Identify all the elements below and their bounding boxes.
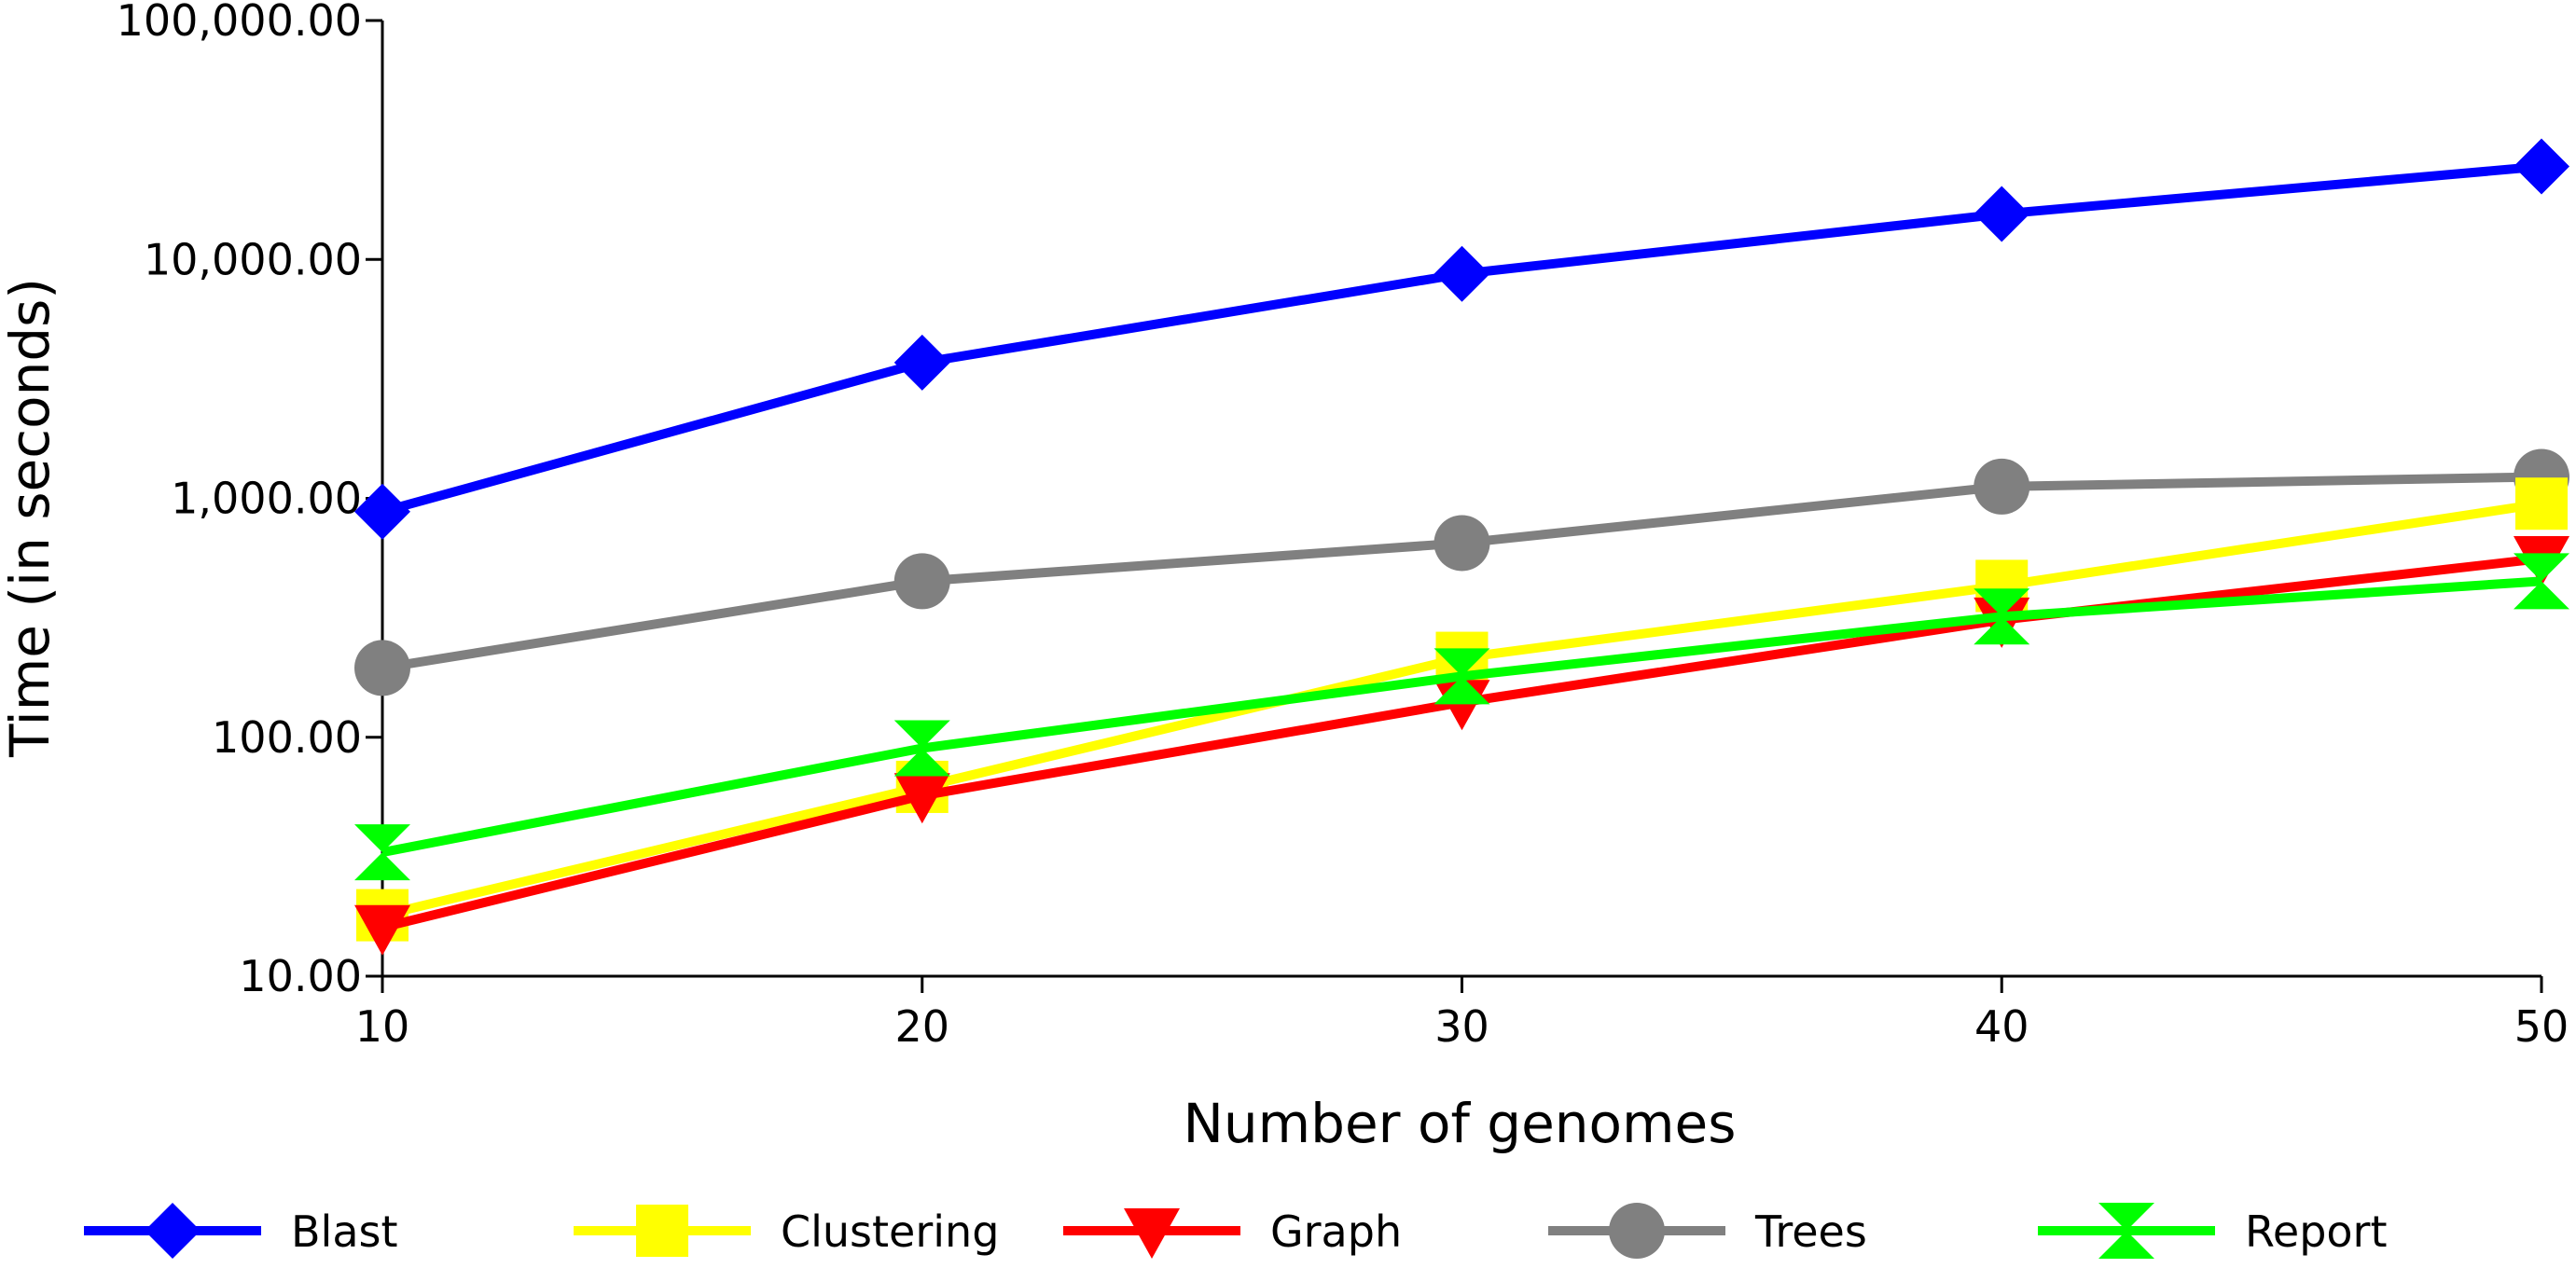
- legend-marker-clustering: [636, 1205, 688, 1257]
- x-tick-label: 20: [894, 1001, 949, 1052]
- legend-item-blast: Blast: [84, 1203, 398, 1259]
- legend-item-trees: Trees: [1548, 1203, 1867, 1259]
- data-point-trees: [893, 553, 950, 610]
- series-line-report: [381, 576, 2542, 858]
- y-axis-title: Time (in seconds): [0, 278, 62, 758]
- legend-item-report: Report: [2038, 1203, 2388, 1259]
- data-point-report: [893, 720, 950, 777]
- data-point-report: [2514, 553, 2569, 610]
- legend-label-blast: Blast: [291, 1206, 398, 1257]
- legend-marker-trees: [1609, 1203, 1665, 1259]
- data-point-report: [354, 824, 410, 881]
- legend-marker-graph: [1124, 1208, 1180, 1259]
- y-tick-label: 100,000.00: [117, 0, 362, 46]
- x-tick-label: 10: [355, 1001, 410, 1052]
- legend-marker-blast: [145, 1203, 201, 1259]
- y-tick-label: 10,000.00: [144, 234, 362, 284]
- data-point-blast: [893, 334, 950, 391]
- series-layer: [354, 138, 2569, 956]
- y-tick-label: 100.00: [212, 712, 362, 763]
- x-axis-title: Number of genomes: [1184, 1092, 1737, 1155]
- y-tick-label: 1,000.00: [171, 474, 362, 524]
- data-point-trees: [1974, 458, 2030, 515]
- data-point-trees: [354, 640, 410, 696]
- data-point-blast: [354, 483, 410, 540]
- data-point-trees: [1433, 515, 1490, 572]
- series-report: [354, 553, 2569, 881]
- x-tick-label: 50: [2514, 1001, 2569, 1052]
- series-trees: [354, 448, 2569, 696]
- data-point-report: [1974, 588, 2030, 645]
- data-point-graph: [354, 904, 410, 956]
- y-tick-label: 10.00: [239, 951, 362, 1001]
- legend-label-clustering: Clustering: [781, 1206, 999, 1257]
- series-blast: [354, 138, 2569, 540]
- legend: Blast Clustering Graph Trees Report: [84, 1203, 2388, 1259]
- x-tick-label: 30: [1434, 1001, 1489, 1052]
- data-point-blast: [2514, 138, 2569, 195]
- legend-marker-report: [2098, 1203, 2154, 1259]
- data-point-clustering: [2515, 477, 2568, 531]
- axes: 10.00 100.00 1,000.00 10,000.00 100,000.00 10…: [117, 0, 2569, 1052]
- x-tick-label: 40: [1974, 1001, 2029, 1052]
- legend-label-graph: Graph: [1270, 1206, 1402, 1257]
- data-point-graph: [893, 773, 950, 824]
- series-line-blast: [381, 161, 2542, 517]
- legend-item-graph: Graph: [1063, 1206, 1402, 1259]
- data-point-blast: [1433, 245, 1490, 302]
- data-point-report: [1433, 648, 1490, 705]
- legend-label-report: Report: [2245, 1206, 2388, 1257]
- legend-item-clustering: Clustering: [574, 1205, 999, 1257]
- data-point-blast: [1974, 186, 2030, 242]
- legend-label-trees: Trees: [1754, 1206, 1867, 1257]
